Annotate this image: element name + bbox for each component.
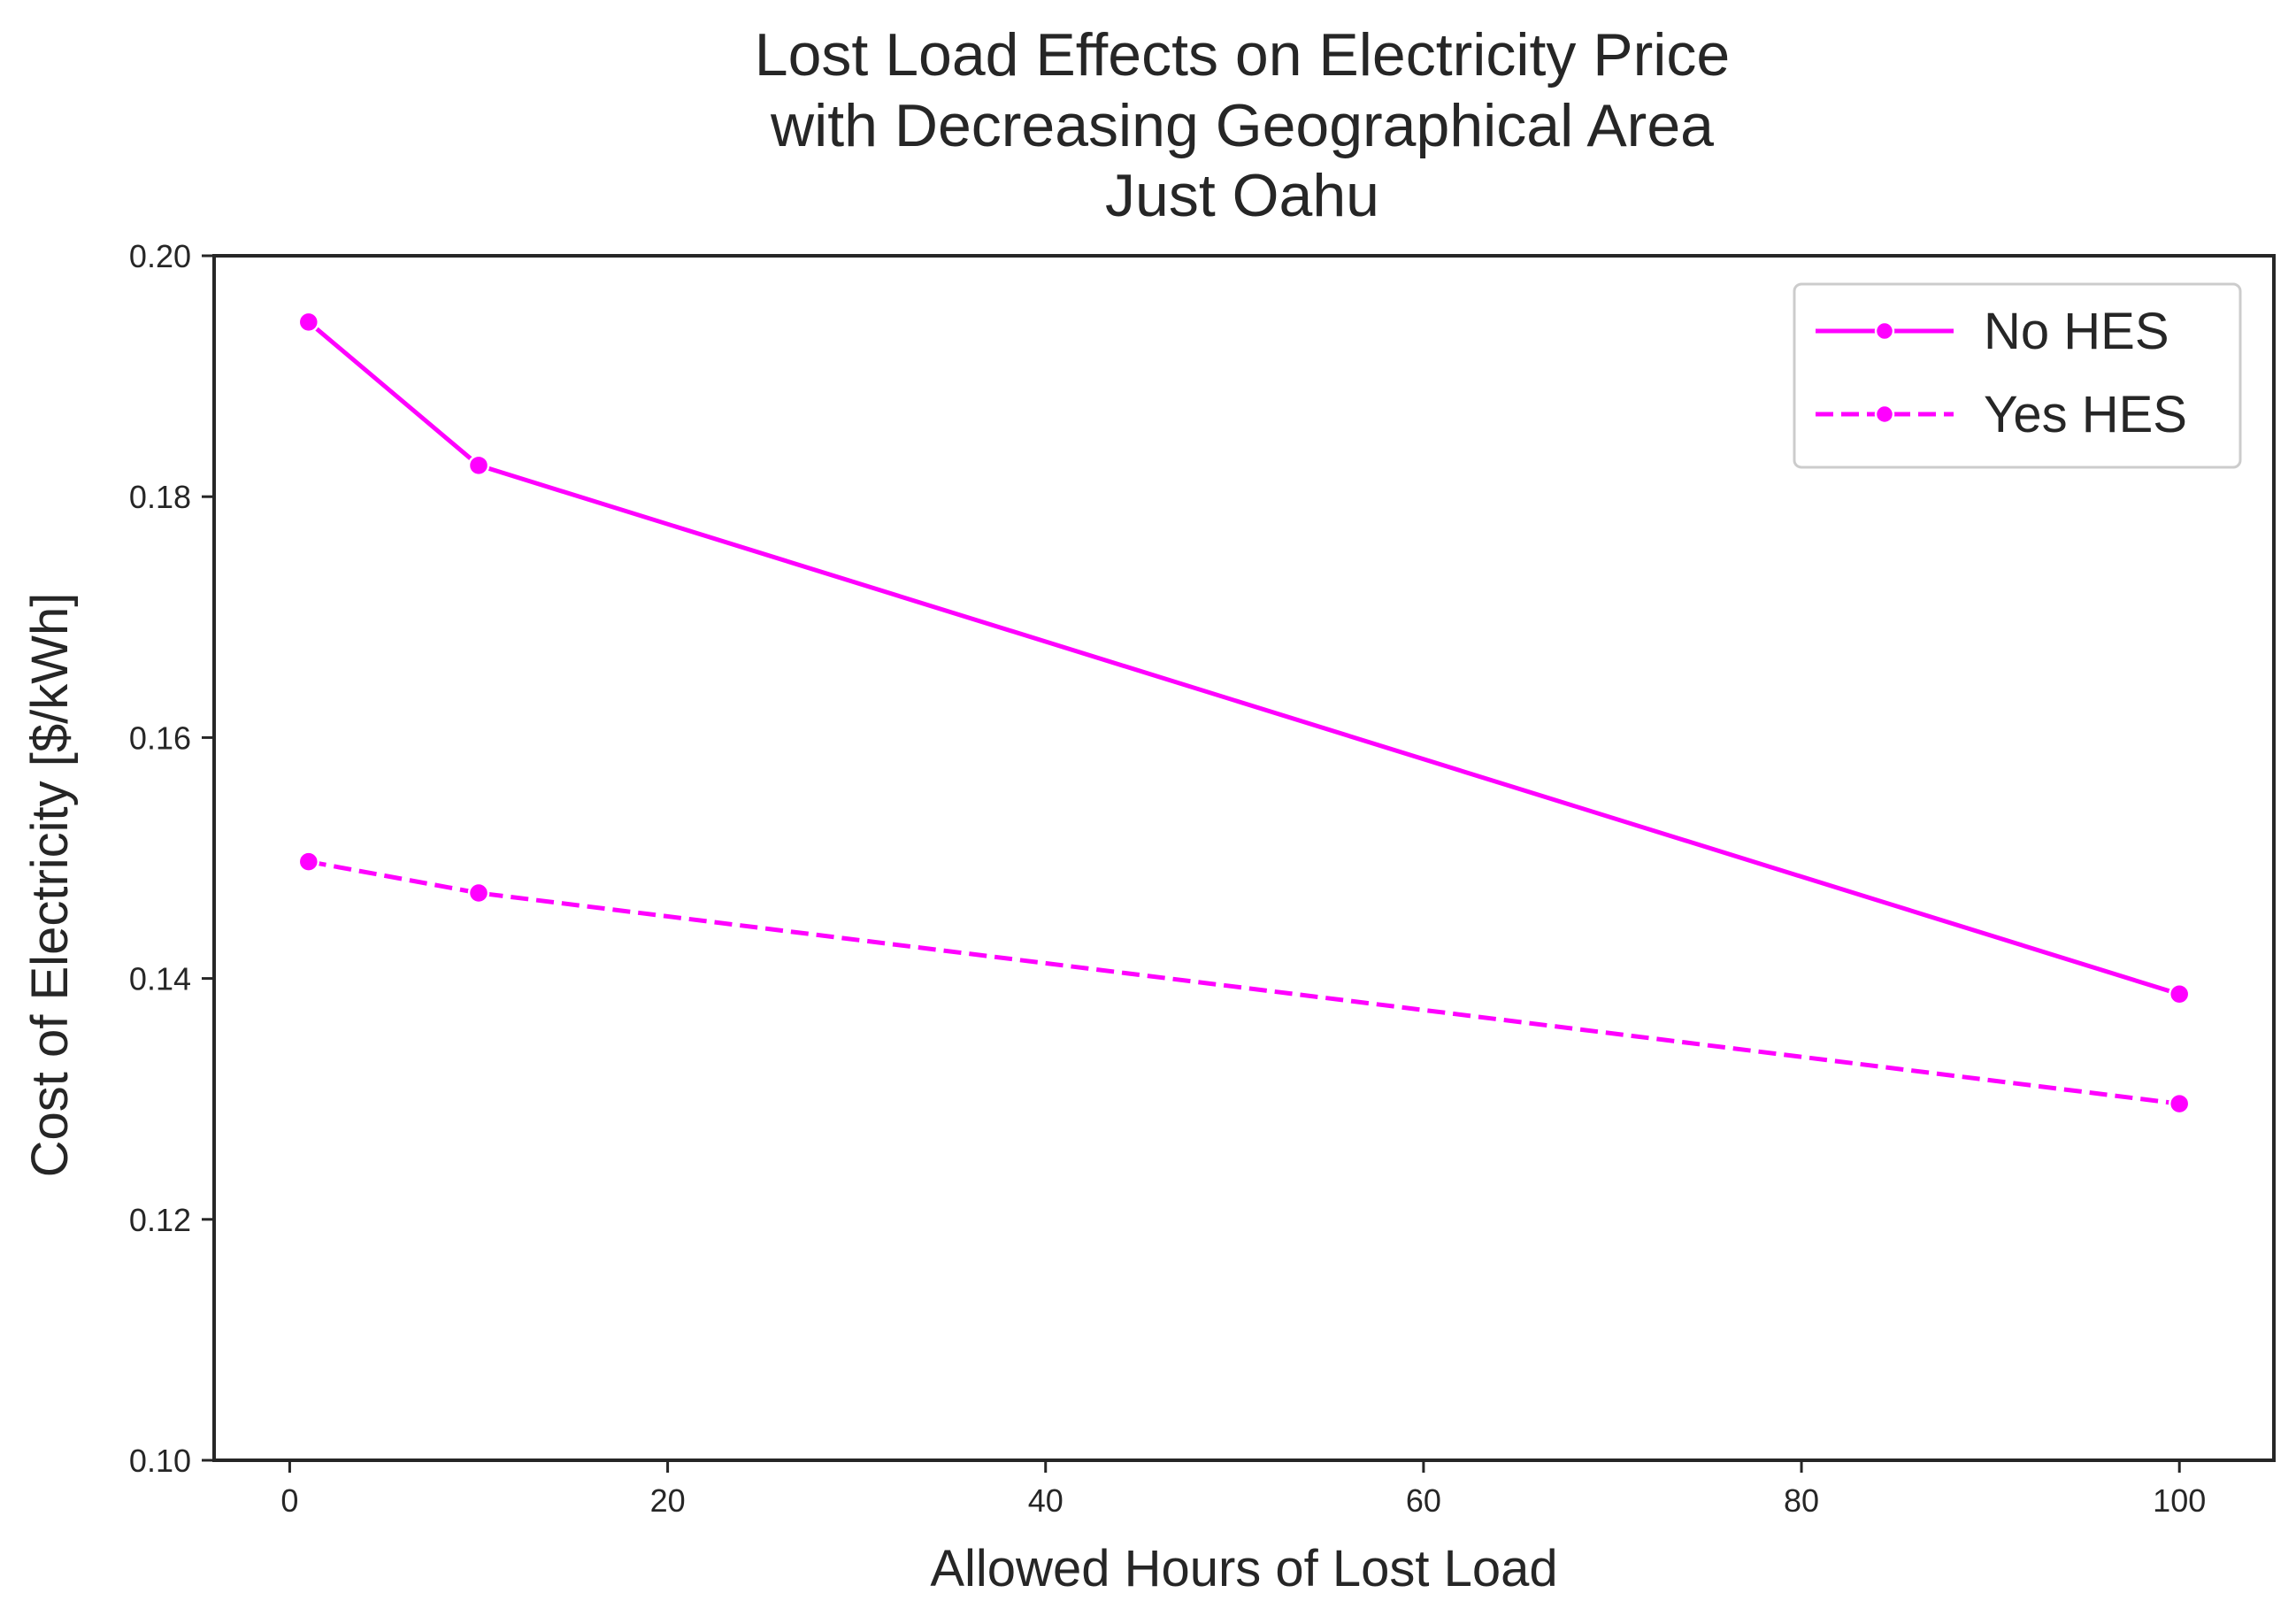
x-axis: 0 20 40 60 80 100: [280, 1460, 2206, 1519]
legend: No HES Yes HES: [1793, 282, 2242, 469]
x-tick-label: 60: [1406, 1482, 1441, 1519]
x-tick-label: 20: [650, 1482, 686, 1519]
y-tick-label: 0.12: [129, 1202, 191, 1238]
series-line-yes-hes: [308, 859, 2180, 1106]
x-tick-label: 0: [280, 1482, 298, 1519]
y-axis-label: Cost of Electricity [$/kWh]: [21, 593, 79, 1178]
y-tick-label: 0.18: [129, 479, 191, 515]
y-tick-label: 0.16: [129, 720, 191, 756]
legend-marker-no-hes: [1874, 320, 1895, 342]
title-line-2: with Decreasing Geographical Area: [770, 92, 1714, 159]
title-line-1: Lost Load Effects on Electricity Price: [755, 21, 1730, 89]
title-line-3: Just Oahu: [1105, 162, 1379, 229]
y-tick-label: 0.20: [129, 238, 191, 274]
data-point-no-hes: [2168, 983, 2191, 1005]
y-axis: 0.10 0.12 0.14 0.16 0.18 0.20: [129, 238, 214, 1479]
legend-label-yes-hes: Yes HES: [1984, 386, 2187, 443]
data-point-yes-hes: [297, 850, 320, 873]
plot-frame: [212, 254, 2276, 1462]
x-axis-label: Allowed Hours of Lost Load: [930, 1540, 1557, 1597]
x-tick-label: 40: [1028, 1482, 1064, 1519]
y-tick-label: 0.10: [129, 1443, 191, 1479]
series-layer: [297, 311, 2191, 1115]
y-tick-label: 0.14: [129, 961, 191, 997]
chart-title: Lost Load Effects on Electricity Price w…: [755, 21, 1730, 229]
x-tick-label: 100: [2153, 1482, 2206, 1519]
x-tick-label: 80: [1784, 1482, 1819, 1519]
data-point-no-hes: [297, 311, 320, 334]
data-point-no-hes: [467, 454, 490, 477]
data-point-yes-hes: [2168, 1092, 2191, 1115]
legend-marker-yes-hes: [1874, 404, 1895, 425]
legend-label-no-hes: No HES: [1984, 303, 2169, 360]
data-point-yes-hes: [467, 881, 490, 904]
